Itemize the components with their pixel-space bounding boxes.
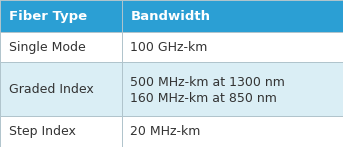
Bar [122,0,343,32]
Bar [0,116,122,147]
Text: 160 MHz-km at 850 nm: 160 MHz-km at 850 nm [130,92,277,105]
Bar [122,116,343,147]
Text: Step Index: Step Index [9,125,75,138]
Text: Graded Index: Graded Index [9,82,93,96]
Bar [0,62,122,116]
Text: Bandwidth: Bandwidth [130,10,210,22]
Text: 500 MHz-km at 1300 nm: 500 MHz-km at 1300 nm [130,76,285,89]
Bar [122,62,343,116]
Bar [0,32,122,62]
Bar [0,0,122,32]
Text: 20 MHz-km: 20 MHz-km [130,125,201,138]
Text: 100 GHz-km: 100 GHz-km [130,41,208,54]
Text: Single Mode: Single Mode [9,41,85,54]
Text: Fiber Type: Fiber Type [9,10,87,22]
Bar [122,32,343,62]
